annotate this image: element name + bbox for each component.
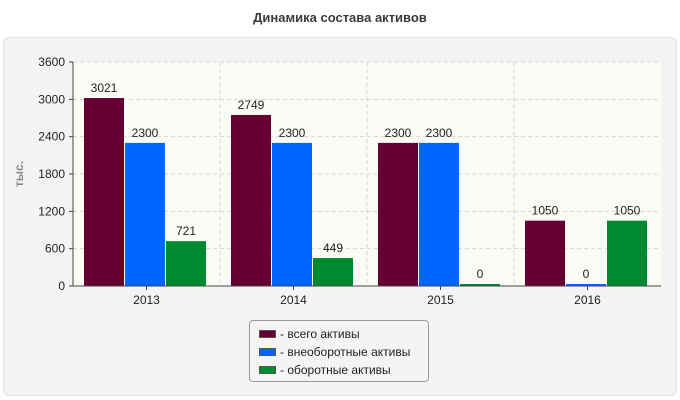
bar: [272, 142, 312, 286]
bar: [166, 241, 206, 286]
data-label: 1050: [532, 204, 559, 218]
bar: [460, 284, 500, 286]
legend-item-total: - всего активы: [259, 325, 428, 343]
bar: [231, 114, 271, 286]
data-label: 0: [477, 267, 484, 281]
bar: [566, 284, 606, 286]
data-label: 1050: [614, 204, 641, 218]
bar: [607, 220, 647, 286]
x-tick-label: 2016: [574, 293, 601, 307]
y-axis-label: тыс.: [12, 161, 26, 187]
legend-label-noncurrent: - внеоборотные активы: [280, 345, 411, 359]
y-tick-label: 1800: [38, 167, 65, 181]
legend-swatch-noncurrent: [259, 348, 276, 356]
y-axis-ticks: 0 600 1200 1800 2400 3000 3600: [38, 55, 73, 293]
bars: [84, 98, 647, 286]
y-tick-label: 2400: [38, 130, 65, 144]
bar: [378, 142, 418, 286]
data-label: 449: [323, 241, 343, 255]
legend-swatch-total: [259, 330, 276, 338]
bar: [419, 142, 459, 286]
data-label: 3021: [91, 81, 118, 95]
data-labels: 3021 2300 721 2749 2300 449 2300 2300 0 1050 0 1050: [91, 81, 641, 281]
x-tick-label: 2013: [133, 293, 160, 307]
chart-title: Динамика состава активов: [253, 10, 427, 25]
y-tick-label: 0: [58, 279, 65, 293]
y-tick-label: 3000: [38, 92, 65, 106]
bar: [84, 98, 124, 286]
x-tick-label: 2014: [280, 293, 307, 307]
data-label: 0: [583, 267, 590, 281]
legend-label-current: - оборотные активы: [280, 363, 391, 377]
legend-item-noncurrent: - внеоборотные активы: [259, 343, 428, 361]
bar: [525, 220, 565, 286]
legend-label-total: - всего активы: [280, 327, 360, 341]
data-label: 721: [176, 224, 196, 238]
x-tick-label: 2015: [427, 293, 454, 307]
data-label: 2300: [279, 126, 306, 140]
legend: - всего активы - внеоборотные активы - о…: [249, 320, 429, 382]
legend-swatch-current: [259, 366, 276, 374]
y-tick-label: 1200: [38, 204, 65, 218]
legend-item-current: - оборотные активы: [259, 361, 428, 379]
data-label: 2749: [238, 98, 265, 112]
y-tick-label: 600: [45, 242, 65, 256]
bar: [313, 258, 353, 286]
bar: [125, 142, 165, 286]
data-label: 2300: [132, 126, 159, 140]
x-axis-ticks: 2013 2014 2015 2016: [133, 286, 601, 307]
data-label: 2300: [385, 126, 412, 140]
data-label: 2300: [426, 126, 453, 140]
y-tick-label: 3600: [38, 55, 65, 69]
